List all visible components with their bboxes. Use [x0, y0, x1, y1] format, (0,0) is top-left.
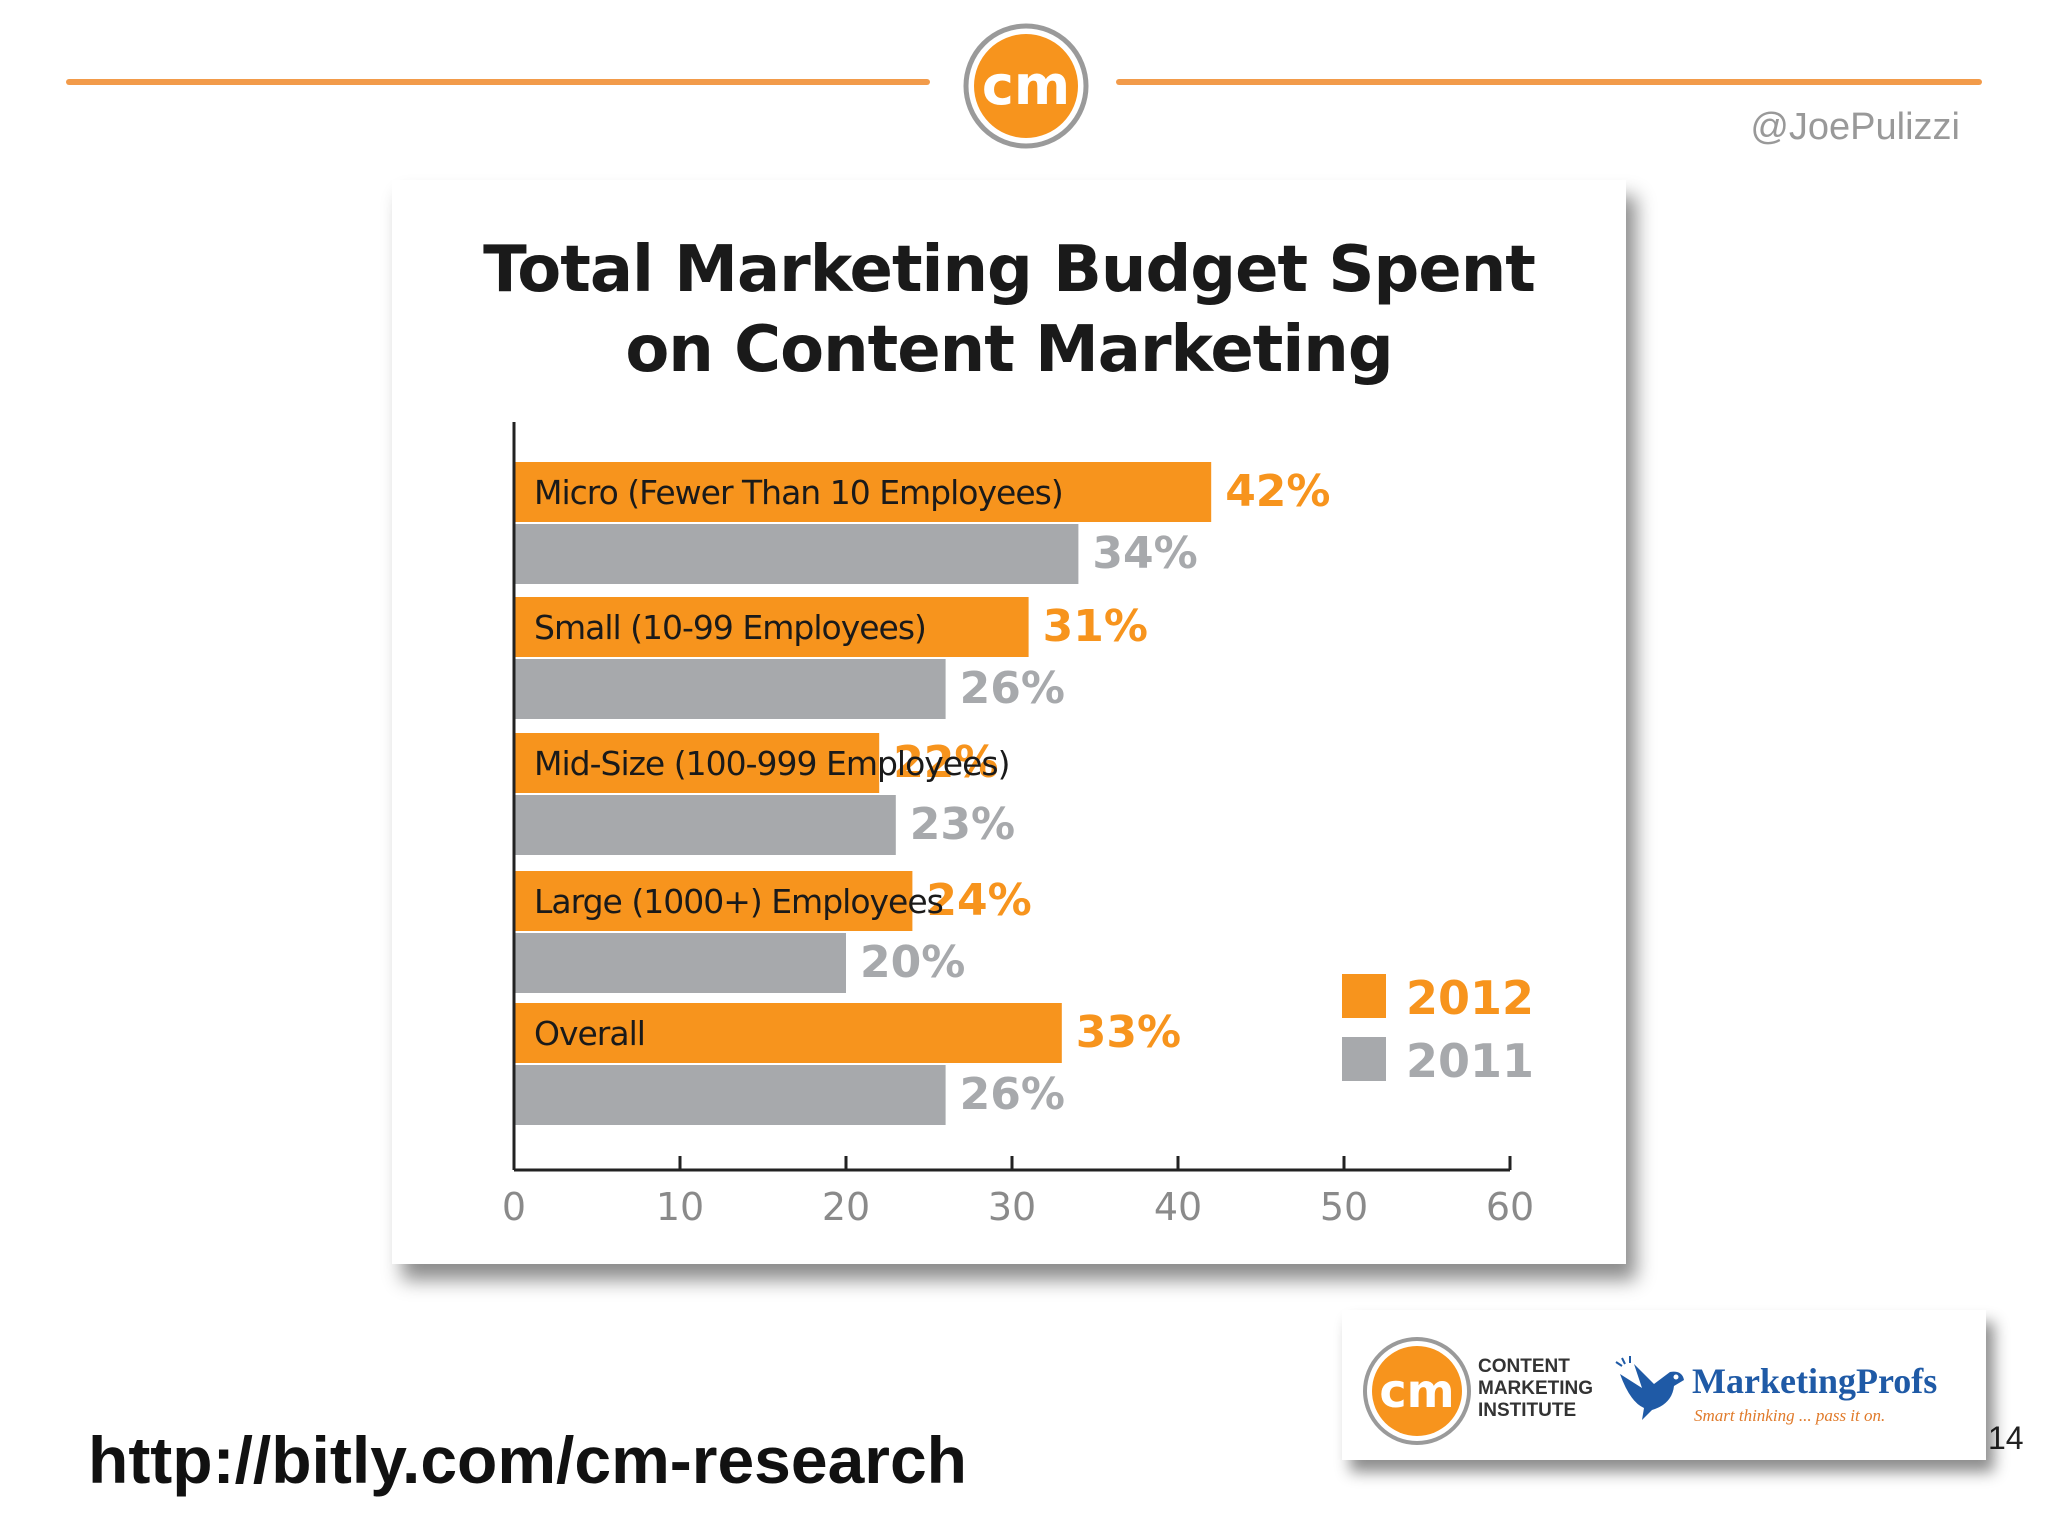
x-tick-label-3: 30 [988, 1185, 1036, 1229]
bar-2011-1 [514, 659, 946, 719]
chart-card: Total Marketing Budget Spent on Content … [392, 180, 1626, 1264]
legend-swatch-2012 [1342, 974, 1386, 1018]
x-tick-label-1: 10 [656, 1185, 704, 1229]
data-label-2011-4: 26% [960, 1069, 1065, 1120]
data-label-2011-1: 26% [960, 663, 1065, 714]
data-label-2012-1: 31% [1043, 601, 1148, 652]
bar-2012-3 [514, 871, 913, 931]
header-rule-left [66, 79, 930, 85]
cm-logo: cm [963, 23, 1089, 149]
bar-2012-4 [514, 1003, 1062, 1063]
category-label-2: Mid-Size (100-999 Employees) [534, 744, 1009, 783]
bar-chart: 42% 34% Micro (Fewer Than 10 Employees) 31%… [502, 422, 1534, 1229]
bar-2012-0 [514, 462, 1212, 522]
bar-2011-2 [514, 795, 896, 855]
data-label-2012-4: 33% [1076, 1007, 1181, 1058]
cmi-logo: cm [1363, 1337, 1471, 1445]
cmi-line-2: MARKETING [1478, 1378, 1594, 1399]
data-label-2011-2: 23% [910, 799, 1015, 850]
x-tick-label-6: 60 [1486, 1185, 1534, 1229]
bar-2011-0 [514, 524, 1079, 584]
legend-label-2011: 2011 [1406, 1034, 1534, 1088]
marketingprofs-tagline: Smart thinking ... pass it on. [1694, 1406, 1886, 1425]
legend-swatch-2011 [1342, 1037, 1386, 1081]
chart-title: Total Marketing Budget Spent on Content … [392, 230, 1626, 390]
category-label-0: Micro (Fewer Than 10 Employees) [534, 473, 1063, 512]
bar-2012-1 [514, 597, 1029, 657]
cm-logo-text: cm [982, 54, 1070, 117]
data-label-2011-0: 34% [1092, 528, 1197, 579]
twitter-handle: @JoePulizzi [1750, 106, 1960, 148]
x-tick-label-2: 20 [822, 1185, 870, 1229]
legend-label-2012: 2012 [1406, 971, 1534, 1025]
category-label-1: Small (10-99 Employees) [534, 608, 926, 647]
sponsor-logos: cm CONTENT MARKETING INSTITUTE Marketing… [1342, 1310, 1986, 1460]
cmi-wordmark: CONTENT MARKETING INSTITUTE [1478, 1356, 1593, 1422]
header-rule-right [1116, 79, 1982, 85]
marketingprofs-bird-icon [1615, 1356, 1684, 1420]
category-label-3: Large (1000+) Employees [534, 882, 943, 921]
page-number: 14 [1988, 1420, 2024, 1456]
data-label-2011-3: 20% [860, 937, 965, 988]
bar-2011-3 [514, 933, 846, 993]
cmi-line-1: CONTENT [1478, 1356, 1570, 1377]
cmi-line-3: INSTITUTE [1478, 1400, 1577, 1421]
data-label-2012-3: 24% [926, 875, 1031, 926]
bar-2012-2 [514, 733, 880, 793]
data-label-2012-2: 22% [893, 737, 998, 788]
data-label-2012-0: 42% [1225, 466, 1330, 517]
chart-title-line-1: Total Marketing Budget Spent [483, 233, 1536, 307]
marketingprofs-name: MarketingProfs [1692, 1361, 1938, 1401]
x-tick-label-4: 40 [1154, 1185, 1202, 1229]
research-url[interactable]: http://bitly.com/cm-research [88, 1423, 967, 1497]
bar-2011-4 [514, 1065, 946, 1125]
cmi-logo-text: cm [1379, 1364, 1454, 1418]
category-label-4: Overall [534, 1014, 645, 1053]
chart-title-line-2: on Content Marketing [625, 313, 1393, 387]
x-tick-label-5: 50 [1320, 1185, 1368, 1229]
x-tick-label-0: 0 [502, 1185, 526, 1229]
